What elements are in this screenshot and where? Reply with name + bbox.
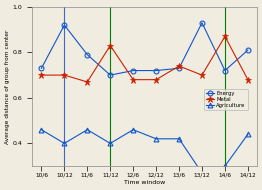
Agriculture — [86, 129, 89, 131]
Energy — [40, 67, 43, 69]
Metal — [109, 44, 112, 47]
Metal — [132, 78, 135, 81]
Energy — [155, 69, 158, 72]
Y-axis label: Average distance of group from center: Average distance of group from center — [5, 29, 10, 144]
Agriculture — [246, 133, 249, 135]
Metal — [223, 35, 227, 38]
Agriculture — [200, 172, 204, 174]
Agriculture — [155, 138, 158, 140]
Energy — [246, 49, 249, 51]
Energy — [132, 69, 135, 72]
X-axis label: Time window: Time window — [124, 180, 165, 185]
Energy — [200, 22, 204, 24]
Agriculture — [63, 142, 66, 145]
Energy — [109, 74, 112, 76]
Energy — [63, 24, 66, 26]
Metal — [40, 74, 43, 76]
Line: Metal: Metal — [38, 33, 251, 85]
Agriculture — [109, 142, 112, 145]
Metal — [246, 78, 249, 81]
Agriculture — [177, 138, 181, 140]
Line: Energy: Energy — [39, 20, 250, 78]
Energy — [177, 67, 181, 69]
Agriculture — [132, 129, 135, 131]
Energy — [223, 69, 227, 72]
Agriculture — [40, 129, 43, 131]
Metal — [200, 74, 204, 76]
Metal — [155, 78, 158, 81]
Metal — [63, 74, 66, 76]
Agriculture — [223, 165, 227, 167]
Metal — [86, 81, 89, 83]
Metal — [177, 65, 181, 67]
Energy — [86, 54, 89, 56]
Line: Agriculture: Agriculture — [39, 127, 250, 175]
Legend: Energy, Metal, Agriculture: Energy, Metal, Agriculture — [204, 89, 248, 110]
